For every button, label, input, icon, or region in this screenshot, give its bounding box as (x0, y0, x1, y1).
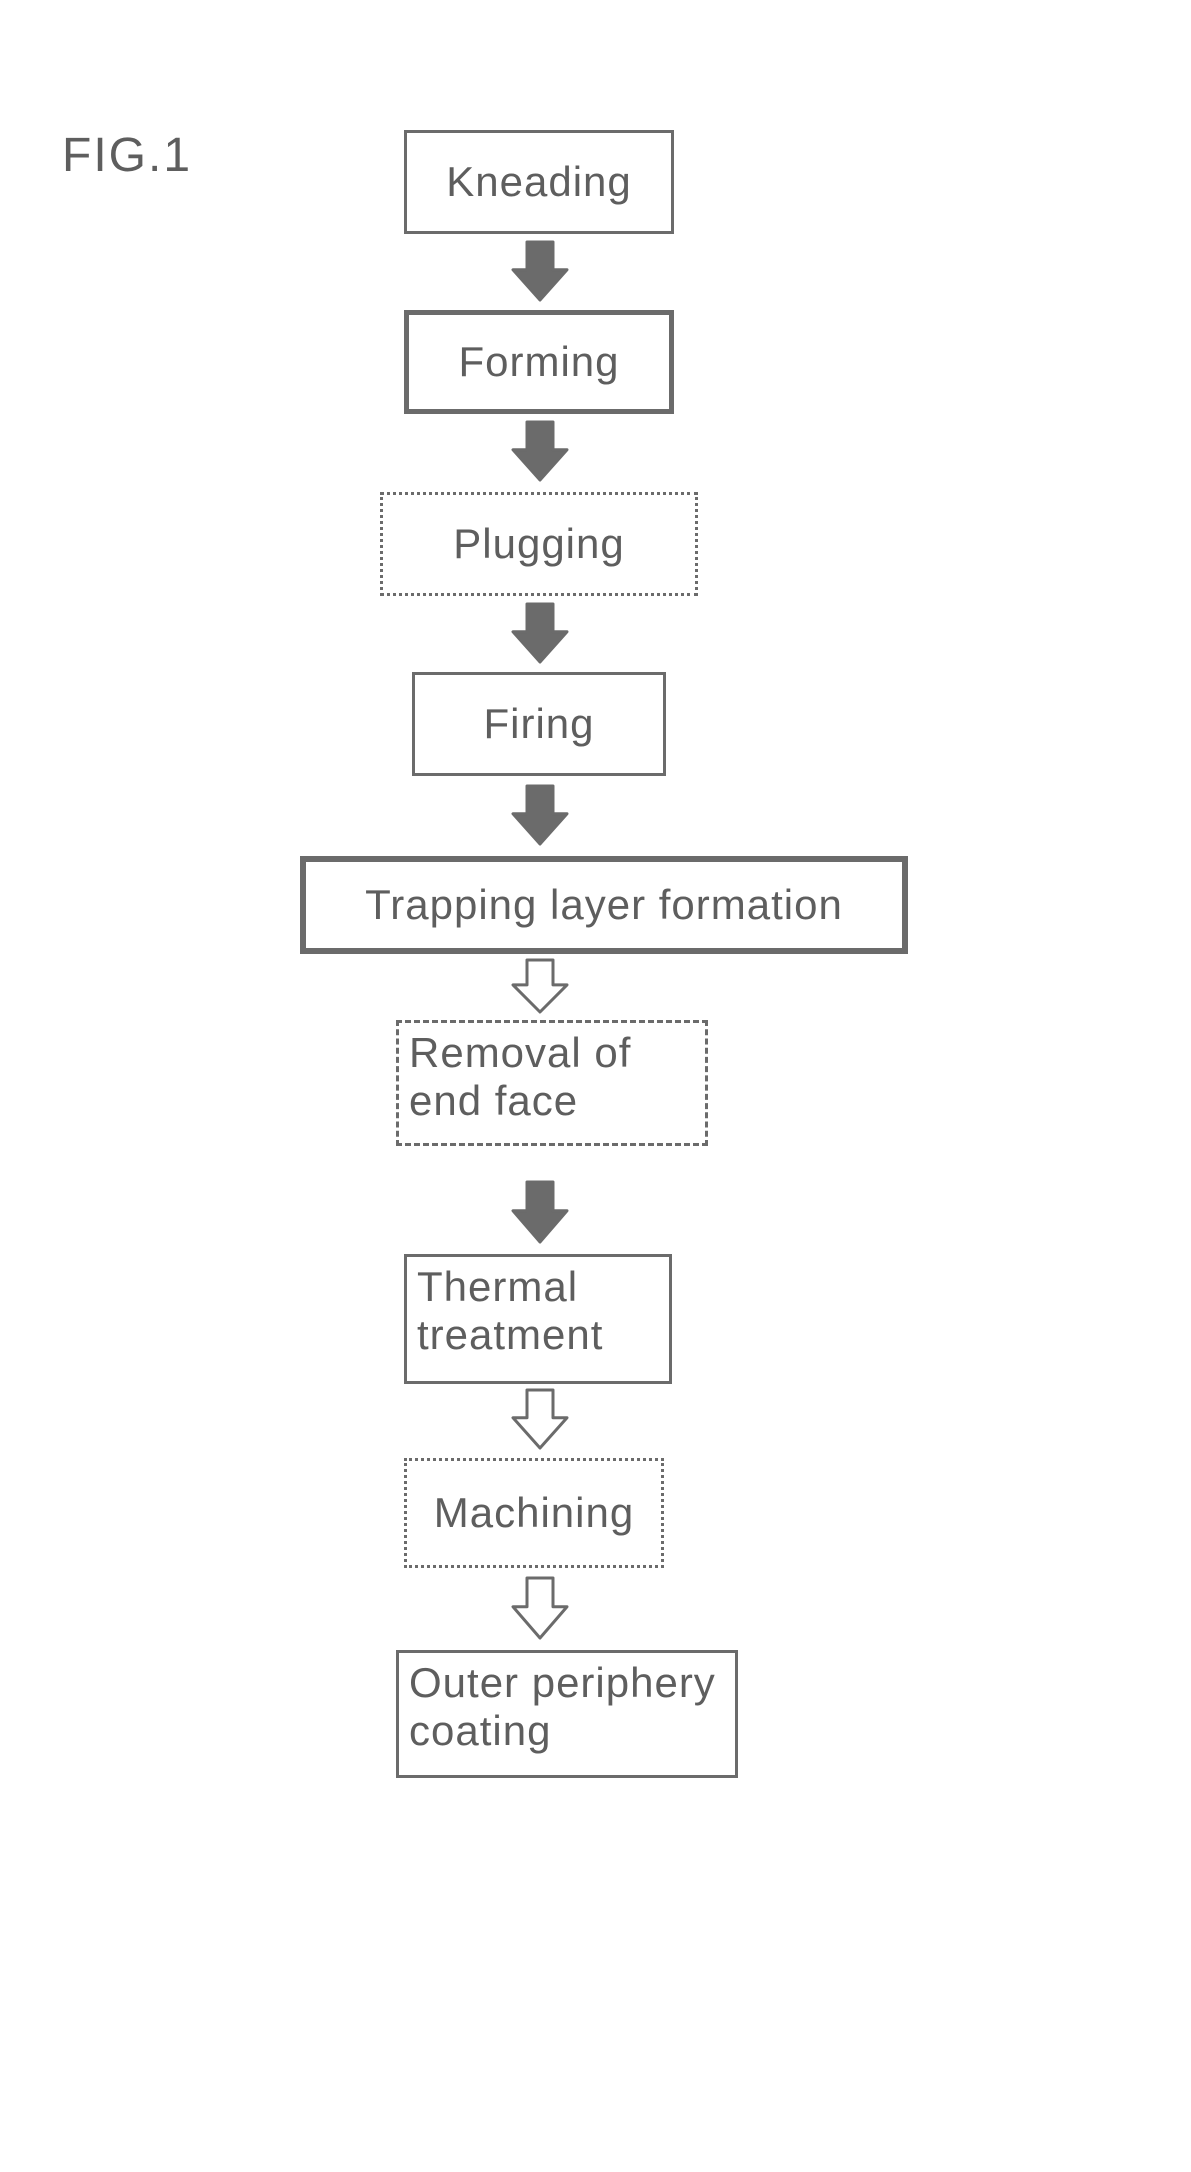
figure-label: FIG.1 (62, 128, 192, 183)
flow-arrow-plugging (508, 602, 572, 664)
flow-arrow-thermal (508, 1388, 572, 1450)
flow-arrow-removal (508, 1180, 572, 1244)
flow-node-coating: Outer periphery coating (396, 1650, 738, 1778)
flow-arrow-trapping (508, 958, 572, 1014)
flow-arrow-firing (508, 784, 572, 846)
flow-arrow-machining (508, 1576, 572, 1640)
flow-node-machining: Machining (404, 1458, 664, 1568)
flow-node-firing: Firing (412, 672, 666, 776)
flow-node-plugging: Plugging (380, 492, 698, 596)
flow-node-thermal: Thermal treatment (404, 1254, 672, 1384)
flow-node-kneading: Kneading (404, 130, 674, 234)
flow-arrow-kneading (508, 240, 572, 302)
flow-node-removal: Removal of end face (396, 1020, 708, 1146)
flow-arrow-forming (508, 420, 572, 482)
flow-node-trapping: Trapping layer formation (300, 856, 908, 954)
figure-page: FIG.1 Kneading Forming Plugging Firing Trapp… (0, 0, 1191, 2172)
flow-node-forming: Forming (404, 310, 674, 414)
